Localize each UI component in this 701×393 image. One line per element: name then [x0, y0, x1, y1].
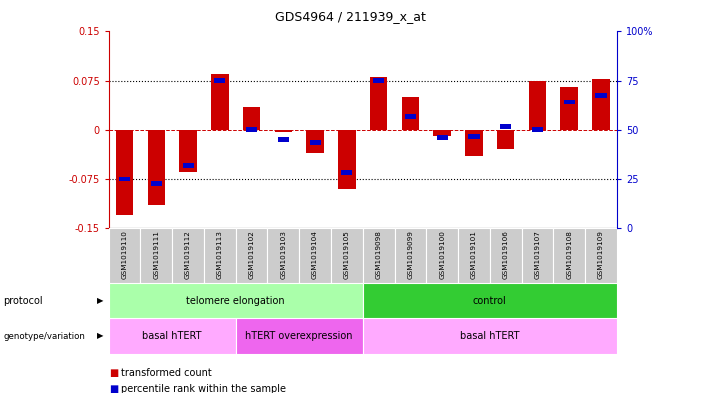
Bar — [182, 163, 193, 168]
Bar — [497, 130, 515, 149]
Bar — [306, 130, 324, 152]
Bar — [532, 127, 543, 132]
Text: GDS4964 / 211939_x_at: GDS4964 / 211939_x_at — [275, 10, 426, 23]
Bar — [341, 170, 353, 174]
Bar — [437, 135, 448, 140]
Bar — [331, 228, 363, 283]
Bar — [148, 130, 165, 205]
Text: GSM1019111: GSM1019111 — [154, 230, 159, 279]
Bar — [373, 78, 384, 83]
Text: GSM1019109: GSM1019109 — [598, 230, 604, 279]
Text: GSM1019113: GSM1019113 — [217, 230, 223, 279]
Bar — [595, 94, 606, 98]
Text: GSM1019100: GSM1019100 — [440, 230, 445, 279]
Text: GSM1019110: GSM1019110 — [121, 230, 128, 279]
Bar — [370, 77, 388, 130]
Text: basal hTERT: basal hTERT — [142, 331, 202, 341]
Bar — [204, 228, 236, 283]
Bar — [109, 228, 140, 283]
Bar — [151, 181, 162, 186]
Bar — [564, 100, 575, 105]
Text: percentile rank within the sample: percentile rank within the sample — [121, 384, 285, 393]
Text: basal hTERT: basal hTERT — [460, 331, 519, 341]
Bar — [268, 228, 299, 283]
Bar — [529, 81, 546, 130]
Bar — [405, 114, 416, 119]
Bar — [236, 228, 268, 283]
Bar — [468, 134, 479, 139]
Bar — [592, 79, 610, 130]
Bar — [275, 130, 292, 132]
Bar — [402, 97, 419, 130]
Bar — [299, 228, 331, 283]
Text: GSM1019106: GSM1019106 — [503, 230, 509, 279]
Bar — [310, 141, 320, 145]
Text: GSM1019101: GSM1019101 — [471, 230, 477, 279]
Text: ▶: ▶ — [97, 332, 103, 340]
Bar — [109, 318, 236, 354]
Bar — [500, 124, 511, 129]
Text: GSM1019105: GSM1019105 — [344, 230, 350, 279]
Text: GSM1019099: GSM1019099 — [407, 230, 414, 279]
Text: GSM1019102: GSM1019102 — [249, 230, 254, 279]
Text: GSM1019112: GSM1019112 — [185, 230, 191, 279]
Bar — [363, 228, 395, 283]
Text: GSM1019098: GSM1019098 — [376, 230, 381, 279]
Text: protocol: protocol — [4, 296, 43, 306]
Text: ▶: ▶ — [97, 296, 103, 305]
Text: GSM1019108: GSM1019108 — [566, 230, 572, 279]
Bar — [490, 228, 522, 283]
Bar — [561, 87, 578, 130]
Bar — [465, 130, 483, 156]
Bar — [278, 137, 289, 142]
Bar — [246, 127, 257, 132]
Bar — [395, 228, 426, 283]
Bar — [236, 318, 363, 354]
Text: ■: ■ — [109, 384, 118, 393]
Text: ■: ■ — [109, 368, 118, 378]
Bar — [116, 130, 133, 215]
Bar — [522, 228, 553, 283]
Bar — [179, 130, 197, 172]
Bar — [243, 107, 260, 130]
Text: control: control — [473, 296, 507, 306]
Bar — [140, 228, 172, 283]
Text: GSM1019104: GSM1019104 — [312, 230, 318, 279]
Bar — [215, 78, 226, 83]
Text: hTERT overexpression: hTERT overexpression — [245, 331, 353, 341]
Bar — [338, 130, 355, 189]
Bar — [363, 283, 617, 318]
Bar — [426, 228, 458, 283]
Bar — [585, 228, 617, 283]
Bar — [119, 176, 130, 181]
Text: GSM1019103: GSM1019103 — [280, 230, 286, 279]
Text: genotype/variation: genotype/variation — [4, 332, 86, 340]
Bar — [363, 318, 617, 354]
Text: transformed count: transformed count — [121, 368, 211, 378]
Bar — [211, 74, 229, 130]
Bar — [109, 283, 363, 318]
Text: GSM1019107: GSM1019107 — [534, 230, 540, 279]
Bar — [172, 228, 204, 283]
Bar — [433, 130, 451, 136]
Text: telomere elongation: telomere elongation — [186, 296, 285, 306]
Bar — [553, 228, 585, 283]
Bar — [458, 228, 490, 283]
